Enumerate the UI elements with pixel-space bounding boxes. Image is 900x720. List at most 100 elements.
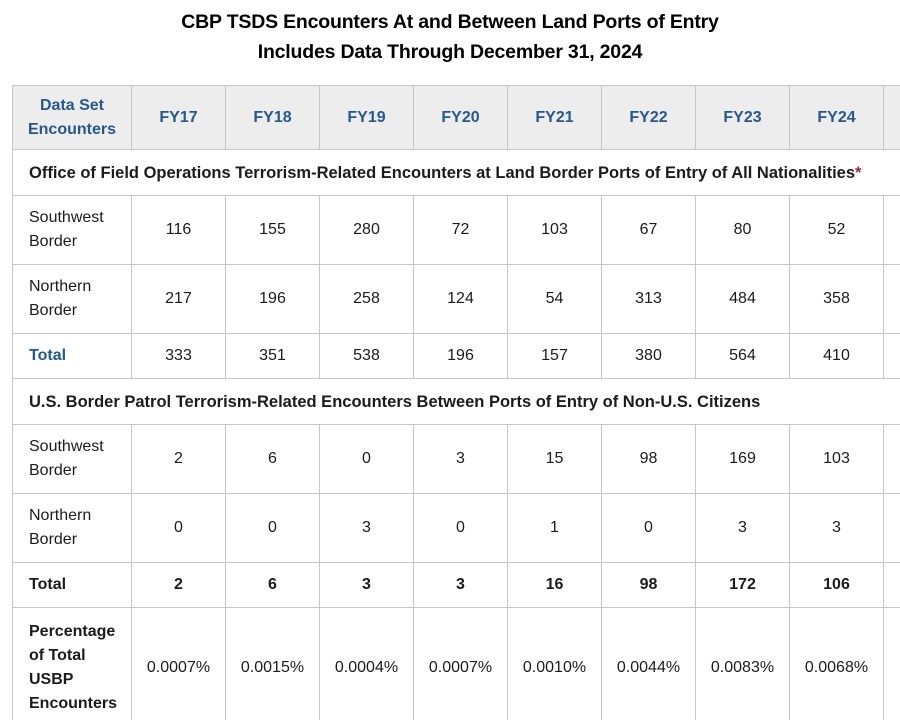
value-cell: 3 [319, 562, 414, 608]
value-cell: 3 [413, 424, 508, 494]
value-cell: 196 [413, 333, 508, 379]
value-cell: 333 [131, 333, 226, 379]
value-cell: 196 [225, 264, 320, 334]
cutoff-cell [883, 333, 900, 379]
value-cell: 351 [225, 333, 320, 379]
section-heading-row: Office of Field Operations Terrorism-Rel… [12, 149, 900, 196]
table-body: Office of Field Operations Terrorism-Rel… [12, 149, 900, 720]
header-cell-year: FY18 [225, 85, 320, 150]
cutoff-cell [883, 424, 900, 494]
value-cell: 217 [131, 264, 226, 334]
table-row: Total 333 351 538 196 157 380 564 410 [12, 333, 900, 379]
section-heading-text: U.S. Border Patrol Terrorism-Related Enc… [29, 392, 761, 411]
table-row: Northern Border 0 0 3 0 1 0 3 3 [12, 493, 900, 563]
cutoff-cell [883, 562, 900, 608]
value-cell: 564 [695, 333, 790, 379]
value-cell: 0.0010% [507, 607, 602, 720]
footnote-asterisk: * [855, 163, 862, 182]
value-cell: 313 [601, 264, 696, 334]
value-cell: 98 [601, 562, 696, 608]
value-cell: 2 [131, 562, 226, 608]
value-cell: 3 [789, 493, 884, 563]
value-cell: 0.0007% [413, 607, 508, 720]
section-heading-cell: U.S. Border Patrol Terrorism-Related Enc… [12, 378, 900, 425]
value-cell: 106 [789, 562, 884, 608]
row-label: Southwest Border [12, 424, 132, 494]
value-cell: 0.0015% [225, 607, 320, 720]
table-row: Percentage of Total USBP Encounters 0.000… [12, 607, 900, 720]
row-label: Southwest Border [12, 195, 132, 265]
value-cell: 0.0044% [601, 607, 696, 720]
value-cell: 155 [225, 195, 320, 265]
value-cell: 484 [695, 264, 790, 334]
row-label: Northern Border [12, 493, 132, 563]
cutoff-cell [883, 607, 900, 720]
row-label: Northern Border [12, 264, 132, 334]
value-cell: 3 [319, 493, 414, 563]
value-cell: 52 [789, 195, 884, 265]
value-cell: 6 [225, 562, 320, 608]
header-cell-cutoff [883, 85, 900, 150]
value-cell: 0 [319, 424, 414, 494]
value-cell: 0.0007% [131, 607, 226, 720]
value-cell: 15 [507, 424, 602, 494]
value-cell: 103 [789, 424, 884, 494]
title-block: CBP TSDS Encounters At and Between Land … [0, 0, 900, 67]
header-cell-year: FY23 [695, 85, 790, 150]
header-row: Data Set Encounters FY17 FY18 FY19 FY20 FY21 F… [12, 85, 900, 150]
table-header: Data Set Encounters FY17 FY18 FY19 FY20 FY21 F… [12, 85, 900, 150]
value-cell: 157 [507, 333, 602, 379]
value-cell: 538 [319, 333, 414, 379]
value-cell: 0.0004% [319, 607, 414, 720]
value-cell: 172 [695, 562, 790, 608]
section-heading-cell: Office of Field Operations Terrorism-Rel… [12, 149, 900, 196]
table-row: Northern Border 217 196 258 124 54 313 484 358 [12, 264, 900, 334]
value-cell: 0.0083% [695, 607, 790, 720]
row-label: Percentage of Total USBP Encounters [12, 607, 132, 720]
value-cell: 2 [131, 424, 226, 494]
value-cell: 0 [413, 493, 508, 563]
header-cell-year: FY17 [131, 85, 226, 150]
table-container: Data Set Encounters FY17 FY18 FY19 FY20 FY21 F… [12, 85, 900, 720]
value-cell: 380 [601, 333, 696, 379]
value-cell: 169 [695, 424, 790, 494]
value-cell: 3 [413, 562, 508, 608]
page-subtitle: Includes Data Through December 31, 2024 [257, 41, 643, 63]
header-cell-year: FY21 [507, 85, 602, 150]
value-cell: 98 [601, 424, 696, 494]
value-cell: 124 [413, 264, 508, 334]
header-cell-year: FY19 [319, 85, 414, 150]
value-cell: 72 [413, 195, 508, 265]
value-cell: 0 [601, 493, 696, 563]
value-cell: 280 [319, 195, 414, 265]
row-label: Total [12, 562, 132, 608]
value-cell: 0 [225, 493, 320, 563]
header-cell-year: FY22 [601, 85, 696, 150]
value-cell: 80 [695, 195, 790, 265]
value-cell: 6 [225, 424, 320, 494]
page-title: CBP TSDS Encounters At and Between Land … [181, 11, 719, 33]
value-cell: 258 [319, 264, 414, 334]
header-cell-year: FY20 [413, 85, 508, 150]
section-heading-text: Office of Field Operations Terrorism-Rel… [29, 163, 856, 182]
cutoff-cell [883, 195, 900, 265]
value-cell: 116 [131, 195, 226, 265]
value-cell: 410 [789, 333, 884, 379]
value-cell: 54 [507, 264, 602, 334]
table-row: Southwest Border 2 6 0 3 15 98 169 103 [12, 424, 900, 494]
table-row: Southwest Border 116 155 280 72 103 67 80 52 [12, 195, 900, 265]
row-label: Total [12, 333, 132, 379]
value-cell: 1 [507, 493, 602, 563]
header-cell-year: FY24 [789, 85, 884, 150]
value-cell: 67 [601, 195, 696, 265]
value-cell: 103 [507, 195, 602, 265]
value-cell: 358 [789, 264, 884, 334]
section-heading-row: U.S. Border Patrol Terrorism-Related Enc… [12, 378, 900, 425]
header-cell-dataset: Data Set Encounters [12, 85, 132, 150]
table-row: Total 2 6 3 3 16 98 172 106 [12, 562, 900, 608]
value-cell: 0.0068% [789, 607, 884, 720]
cutoff-cell [883, 264, 900, 334]
cutoff-cell [883, 493, 900, 563]
encounters-table: Data Set Encounters FY17 FY18 FY19 FY20 FY21 F… [12, 85, 900, 720]
